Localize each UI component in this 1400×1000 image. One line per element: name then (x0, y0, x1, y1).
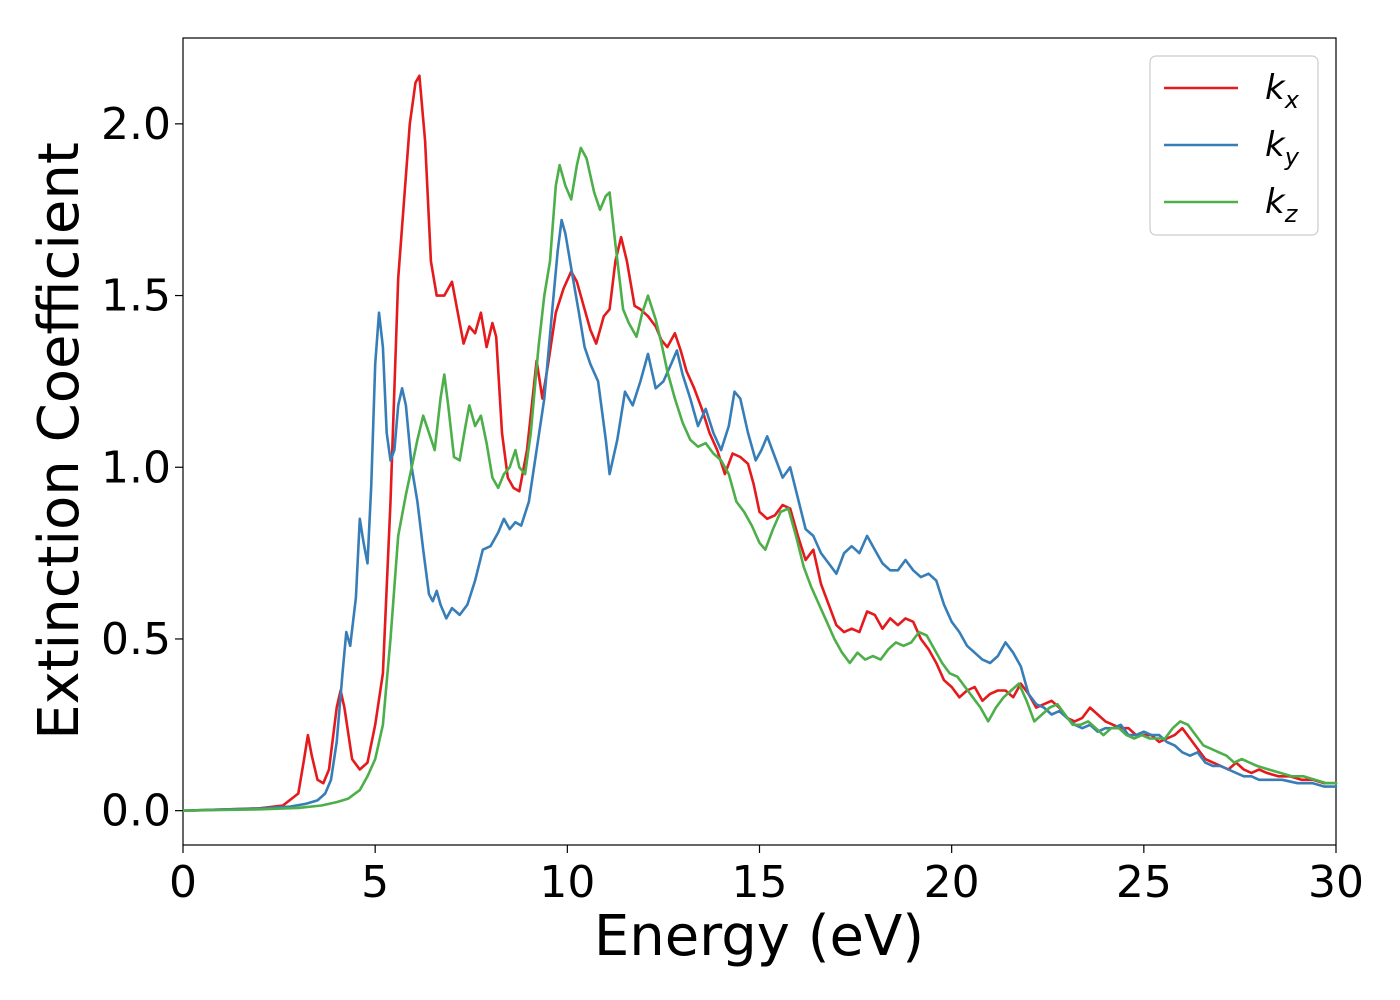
x-tick-label: 0 (169, 857, 197, 908)
y-tick-label: 0.5 (101, 614, 171, 665)
plot-area-frame (182, 37, 1337, 846)
legend-label-ky: ky (1265, 125, 1300, 171)
y-tick-label: 0.0 (101, 786, 171, 837)
series-line-kz (181, 146, 1338, 812)
x-axis-title: Energy (eV) (594, 904, 924, 969)
y-tick-label: 1.5 (101, 271, 171, 322)
y-tick-label: 2.0 (101, 99, 171, 150)
ticks-layer: 0 5 10 15 20 25 30 0.0 0.5 1.0 1.5 2.0 (101, 99, 1364, 908)
x-tick-label: 20 (924, 857, 980, 908)
x-tick-label: 30 (1308, 857, 1364, 908)
series-layer (181, 74, 1338, 812)
legend: kx ky kz (1149, 55, 1319, 236)
y-tick-label: 1.0 (101, 442, 171, 493)
x-tick-label: 25 (1116, 857, 1172, 908)
legend-label-kx: kx (1265, 68, 1300, 114)
legend-entries: kx ky kz (1164, 68, 1300, 228)
y-axis-title: Extinction Coefficient (27, 142, 92, 740)
legend-label-kz: kz (1265, 182, 1299, 228)
x-tick-label: 5 (361, 857, 389, 908)
x-tick-label: 15 (732, 857, 788, 908)
x-tick-label: 10 (539, 857, 595, 908)
